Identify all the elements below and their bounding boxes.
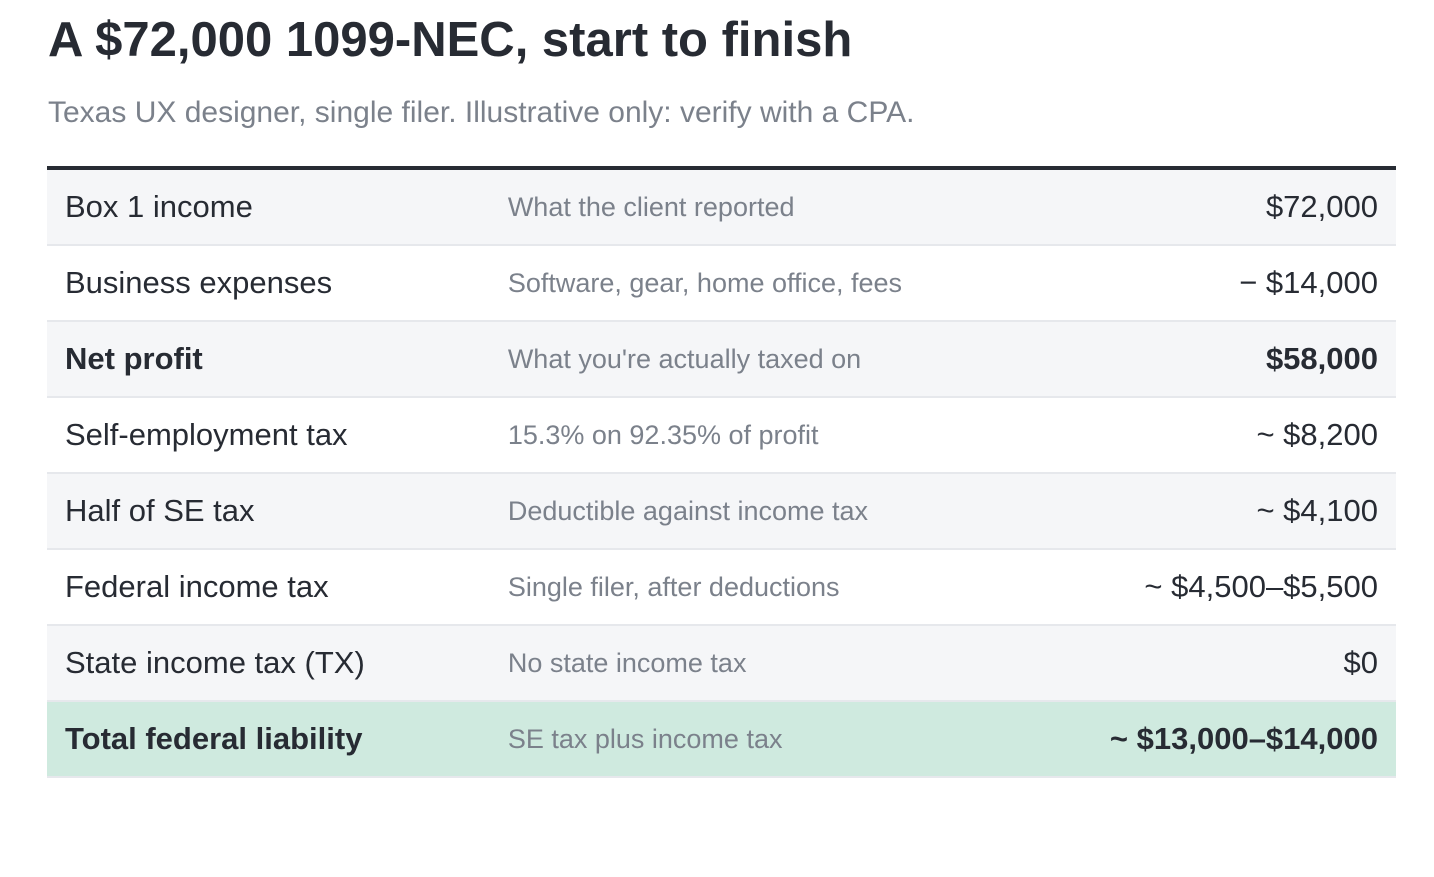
row-amount: $58,000: [1005, 321, 1396, 398]
table-row: Half of SE tax Deductible against income …: [47, 473, 1396, 550]
row-label: Self-employment tax: [47, 397, 478, 474]
row-description: Single filer, after deductions: [477, 549, 1006, 626]
row-label: State income tax (TX): [47, 625, 478, 702]
table-row: Box 1 income What the client reported $72,…: [47, 168, 1396, 246]
row-amount: $0: [1005, 625, 1396, 702]
row-label: Net profit: [47, 321, 478, 398]
row-label: Box 1 income: [47, 168, 478, 246]
row-amount: ~ $13,000–$14,000: [1005, 701, 1396, 778]
tax-table: Box 1 income What the client reported $72,…: [47, 166, 1396, 778]
row-amount: ~ $4,500–$5,500: [1005, 549, 1396, 626]
row-label: Total federal liability: [47, 701, 478, 778]
row-description: SE tax plus income tax: [477, 701, 1006, 778]
row-description: 15.3% on 92.35% of profit: [477, 397, 1006, 474]
row-amount: ~ $4,100: [1005, 473, 1396, 550]
table-row: Net profit What you're actually taxed on $…: [47, 321, 1396, 398]
table-row: Federal income tax Single filer, after de…: [47, 549, 1396, 626]
row-description: Software, gear, home office, fees: [477, 245, 1006, 322]
row-amount: $72,000: [1005, 168, 1396, 246]
row-amount: ~ $8,200: [1005, 397, 1396, 474]
row-label: Half of SE tax: [47, 473, 478, 550]
row-label: Business expenses: [47, 245, 478, 322]
table-row: Total federal liability SE tax plus incom…: [47, 701, 1396, 778]
table-row: Self-employment tax 15.3% on 92.35% of pr…: [47, 397, 1396, 474]
row-description: What you're actually taxed on: [477, 321, 1006, 398]
row-amount: − $14,000: [1005, 245, 1396, 322]
row-description: Deductible against income tax: [477, 473, 1006, 550]
table-row: Business expenses Software, gear, home of…: [47, 245, 1396, 322]
subtitle: Texas UX designer, single filer. Illustr…: [48, 96, 915, 129]
row-description: What the client reported: [477, 168, 1006, 246]
row-description: No state income tax: [477, 625, 1006, 702]
table-row: State income tax (TX) No state income tax…: [47, 625, 1396, 702]
title: A $72,000 1099-NEC, start to finish: [48, 13, 853, 67]
row-label: Federal income tax: [47, 549, 478, 626]
